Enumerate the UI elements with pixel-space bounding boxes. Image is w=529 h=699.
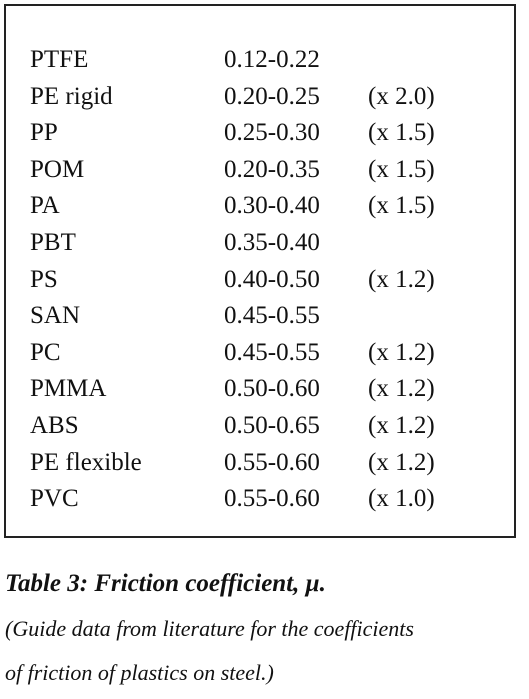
friction-range: 0.25-0.30 — [224, 119, 320, 147]
friction-range: 0.35-0.40 — [224, 228, 320, 256]
material-name: PBT — [30, 228, 76, 256]
material-name: PE flexible — [30, 448, 142, 476]
table-row: POM 0.20-0.35 (x 1.5) — [30, 152, 514, 189]
table-row: ABS 0.50-0.65 (x 1.2) — [30, 408, 514, 445]
wear-factor: (x 1.2) — [368, 375, 435, 403]
table-caption-note-line-1: (Guide data from literature for the coef… — [5, 616, 414, 641]
table-row: PTFE 0.12-0.22 — [30, 42, 514, 79]
table-row: PC 0.45-0.55 (x 1.2) — [30, 335, 514, 372]
material-name: SAN — [30, 302, 81, 330]
table-row: PP 0.25-0.30 (x 1.5) — [30, 115, 514, 152]
friction-range: 0.55-0.60 — [224, 448, 320, 476]
table-row: PA 0.30-0.40 (x 1.5) — [30, 188, 514, 225]
table-caption-title: Table 3: Friction coefficient, μ. — [5, 570, 326, 597]
wear-factor: (x 1.0) — [368, 485, 435, 513]
table-caption-note-line-2: of friction of plastics on steel.) — [5, 660, 274, 685]
wear-factor: (x 1.5) — [368, 119, 435, 147]
material-name: PVC — [30, 485, 79, 513]
friction-range: 0.45-0.55 — [224, 338, 320, 366]
friction-range: 0.12-0.22 — [224, 46, 320, 73]
wear-factor: (x 1.5) — [368, 192, 435, 220]
friction-coefficient-table: PTFE 0.12-0.22 PE rigid 0.20-0.25 (x 2.0… — [4, 4, 516, 538]
friction-range: 0.50-0.65 — [224, 411, 320, 439]
friction-range: 0.45-0.55 — [224, 302, 320, 330]
table-row: PS 0.40-0.50 (x 1.2) — [30, 262, 514, 299]
material-name: PS — [30, 265, 58, 293]
friction-range: 0.30-0.40 — [224, 192, 320, 220]
friction-range: 0.20-0.25 — [224, 82, 320, 110]
friction-range: 0.50-0.60 — [224, 375, 320, 403]
friction-range: 0.40-0.50 — [224, 265, 320, 293]
wear-factor: (x 1.2) — [368, 448, 435, 476]
friction-range: 0.20-0.35 — [224, 155, 320, 183]
table-body: PTFE 0.12-0.22 PE rigid 0.20-0.25 (x 2.0… — [30, 42, 514, 518]
wear-factor: (x 1.5) — [368, 155, 435, 183]
material-name: PP — [30, 119, 58, 147]
wear-factor: (x 2.0) — [368, 82, 435, 110]
table-row: PMMA 0.50-0.60 (x 1.2) — [30, 371, 514, 408]
table-row: SAN 0.45-0.55 — [30, 298, 514, 335]
material-name: PA — [30, 192, 60, 220]
table-row: PBT 0.35-0.40 — [30, 225, 514, 262]
friction-range: 0.55-0.60 — [224, 485, 320, 513]
wear-factor: (x 1.2) — [368, 265, 435, 293]
material-name: ABS — [30, 411, 79, 439]
material-name: PTFE — [30, 46, 89, 73]
table-row: PE flexible 0.55-0.60 (x 1.2) — [30, 445, 514, 482]
material-name: PC — [30, 338, 61, 366]
material-name: PE rigid — [30, 82, 113, 110]
wear-factor: (x 1.2) — [368, 338, 435, 366]
table-row: PE rigid 0.20-0.25 (x 2.0) — [30, 79, 514, 116]
material-name: PMMA — [30, 375, 107, 403]
table-row: PVC 0.55-0.60 (x 1.0) — [30, 481, 514, 518]
material-name: POM — [30, 155, 85, 183]
wear-factor: (x 1.2) — [368, 411, 435, 439]
